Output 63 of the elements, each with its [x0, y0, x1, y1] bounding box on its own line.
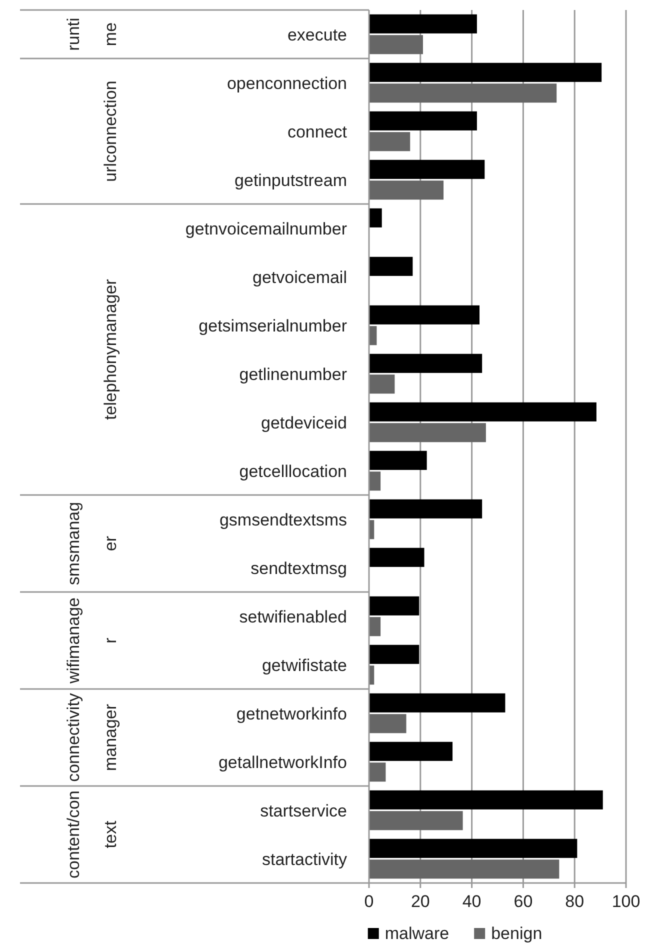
- bar: [369, 305, 480, 324]
- legend-label: malware: [384, 924, 450, 943]
- y-tick-label: getallnetworkInfo: [218, 752, 347, 772]
- bar: [369, 742, 453, 761]
- bar: [369, 180, 444, 200]
- bar: [369, 374, 395, 394]
- text: connectivitymanager: [64, 692, 120, 782]
- text: telephonymanager: [101, 278, 120, 420]
- x-tick-label: 80: [565, 892, 584, 911]
- text: wifimanager: [64, 598, 120, 684]
- x-tick-label: 100: [612, 892, 640, 911]
- legend-label: benign: [491, 924, 542, 943]
- y-tick-label: getnvoicemailnumber: [185, 219, 348, 238]
- bar: [369, 790, 603, 810]
- bar: [369, 838, 578, 858]
- y-tick-label: startservice: [260, 801, 347, 820]
- bar: [369, 132, 410, 152]
- y-tick-label: connect: [287, 122, 348, 142]
- bar: [369, 762, 386, 782]
- bar: [369, 714, 406, 734]
- y-tick-label: openconnection: [226, 74, 347, 93]
- bar: [369, 256, 413, 276]
- bar: [369, 693, 506, 712]
- bar: [369, 14, 477, 34]
- bar: [369, 472, 381, 491]
- text: runtime: [64, 18, 120, 51]
- x-tick-label: 0: [364, 892, 374, 911]
- bar: [369, 644, 420, 664]
- y-tick-label: startactivity: [262, 850, 348, 869]
- y-tick-label: getcelllocation: [239, 462, 347, 481]
- y-tick-label: getsimserialnumber: [198, 316, 348, 336]
- y-tick-label: getvoicemail: [252, 268, 347, 287]
- bar: [369, 160, 485, 179]
- bar: [369, 354, 482, 373]
- y-tick-label: execute: [287, 25, 347, 44]
- x-tick-label: 60: [514, 892, 533, 911]
- y-tick-label: gsmsendtextsms: [219, 510, 347, 530]
- bar: [369, 860, 560, 879]
- bar: [369, 450, 427, 470]
- y-tick-label: getdeviceid: [260, 413, 347, 432]
- y-tick-label: getlinenumber: [239, 364, 348, 384]
- y-tick-label: sendtextmsg: [250, 558, 347, 578]
- bar: [369, 111, 477, 130]
- x-tick-label: 20: [410, 892, 430, 911]
- bar: [369, 548, 424, 567]
- y-tick-label: setwifienabled: [239, 607, 347, 626]
- bar: [369, 596, 420, 616]
- bar: [369, 35, 423, 54]
- text: smsmanager: [64, 502, 120, 586]
- text: urlconnection: [101, 80, 120, 182]
- bar: [369, 208, 382, 228]
- bar: [369, 84, 557, 103]
- y-tick-label: getinputstream: [234, 170, 347, 190]
- bar: [369, 423, 486, 442]
- y-tick-label: getnetworkinfo: [236, 704, 347, 724]
- y-tick-label: getwifistate: [262, 656, 347, 675]
- bar: [369, 617, 381, 636]
- bar: [369, 811, 463, 830]
- text: content/context: [64, 790, 120, 878]
- bar: [369, 62, 602, 82]
- x-tick-label: 40: [462, 892, 482, 911]
- bar: [369, 499, 482, 518]
- bar: [369, 402, 596, 422]
